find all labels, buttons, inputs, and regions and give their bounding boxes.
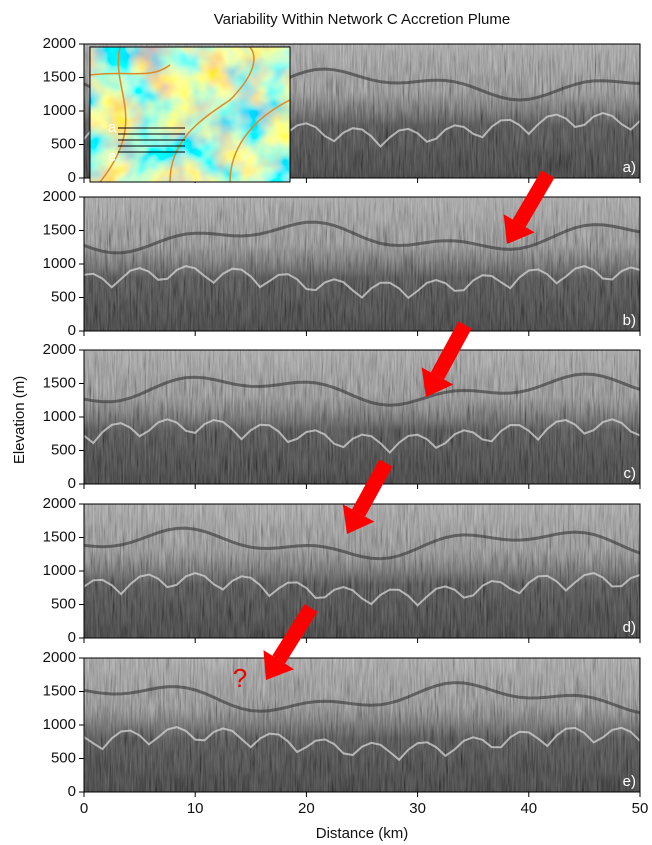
y-tick-label: 1000 <box>43 102 76 119</box>
inset-contour <box>89 64 171 76</box>
arrow-shaft <box>430 321 472 380</box>
y-tick-label: 2000 <box>43 35 76 52</box>
x-tick-label: 0 <box>80 800 88 817</box>
y-tick-label: 1500 <box>43 528 76 545</box>
inset-bg <box>90 47 290 182</box>
radar-shade <box>84 350 640 484</box>
y-tick-label: 500 <box>51 749 76 766</box>
x-tick-label: 40 <box>520 800 537 817</box>
panel: 0 500 1000 1500 2000 a) ae <box>43 35 641 186</box>
y-tick-label: 1000 <box>43 255 76 272</box>
y-tick-label: 1500 <box>43 682 76 699</box>
x-tick-label: 50 <box>632 800 649 817</box>
radar-layer <box>84 372 640 407</box>
inset-map: ae <box>89 46 291 183</box>
y-axis-label: Elevation (m) <box>11 376 28 464</box>
x-tick-label: 10 <box>187 800 204 817</box>
y-tick-label: 500 <box>51 595 76 612</box>
y-tick-label: 1000 <box>43 562 76 579</box>
radar-bed <box>84 418 640 455</box>
arrow-head <box>263 650 294 680</box>
radargram <box>84 197 640 331</box>
arrow-shaft <box>512 170 555 228</box>
panel: 0 500 1000 1500 2000 b) <box>43 188 641 339</box>
panel-label: c) <box>624 465 637 482</box>
radargram <box>84 658 640 792</box>
y-tick-label: 1500 <box>43 374 76 391</box>
y-tick-label: 1500 <box>43 221 76 238</box>
annotation: ? <box>233 663 247 693</box>
panel-label: e) <box>623 773 636 790</box>
inset-label: e <box>108 148 116 165</box>
radargram <box>84 504 640 638</box>
radar-bed <box>84 572 640 607</box>
y-tick-label: 0 <box>68 629 76 646</box>
radar-layer <box>84 526 640 561</box>
panel-label: a) <box>623 159 636 176</box>
y-tick-label: 0 <box>68 169 76 186</box>
y-tick-label: 0 <box>68 783 76 800</box>
y-tick-label: 2000 <box>43 649 76 666</box>
panel: 0 500 1000 1500 2000 d) <box>43 495 641 646</box>
y-tick-label: 500 <box>51 288 76 305</box>
radar-shade <box>84 197 640 331</box>
y-tick-label: 2000 <box>43 495 76 512</box>
arrow-head <box>503 214 535 244</box>
arrow-shaft <box>351 459 393 517</box>
radar-layer <box>84 681 640 715</box>
panel: 0 500 1000 1500 2000 c) <box>43 341 641 492</box>
y-tick-label: 0 <box>68 475 76 492</box>
radar-bed <box>84 265 640 300</box>
y-tick-label: 1000 <box>43 408 76 425</box>
x-tick-label: 30 <box>409 800 426 817</box>
y-tick-label: 1000 <box>43 716 76 733</box>
y-tick-label: 1500 <box>43 68 76 85</box>
inset-frame <box>89 46 291 183</box>
panel-label: d) <box>623 619 636 636</box>
inset-contour <box>229 99 291 183</box>
panel-label: b) <box>623 312 636 329</box>
y-tick-label: 2000 <box>43 341 76 358</box>
radar-layer <box>84 220 640 255</box>
radar-shade <box>84 658 640 792</box>
arrow-shaft <box>272 604 318 664</box>
y-tick-label: 0 <box>68 322 76 339</box>
panel: 0 500 1000 1500 2000 0 10 20 30 40 50 e)? <box>43 649 649 817</box>
y-tick-label: 500 <box>51 135 76 152</box>
inset-label: a <box>108 119 117 136</box>
y-tick-label: 500 <box>51 441 76 458</box>
radargram <box>84 350 640 484</box>
x-axis-label: Distance (km) <box>316 825 409 842</box>
inset-contour <box>99 46 127 183</box>
arrow-head <box>421 367 454 397</box>
radar-bed <box>84 726 640 762</box>
arrow-head <box>342 504 375 534</box>
figure-title: Variability Within Network C Accretion P… <box>214 11 510 28</box>
y-tick-label: 2000 <box>43 188 76 205</box>
x-tick-label: 20 <box>298 800 315 817</box>
